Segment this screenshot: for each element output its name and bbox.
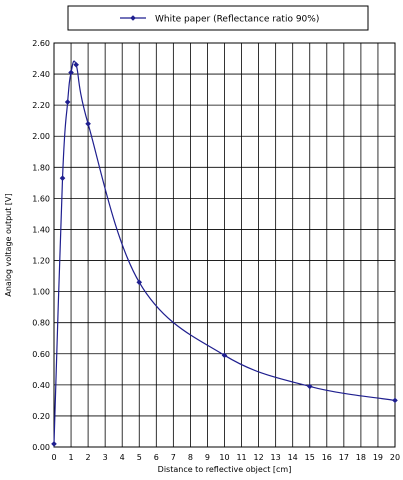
- y-tick-label: 0.00: [32, 443, 50, 452]
- legend-marker: [130, 15, 136, 21]
- x-tick-label: 9: [205, 453, 210, 462]
- legend: White paper (Reflectance ratio 90%): [67, 5, 369, 31]
- x-tick-label: 7: [171, 453, 176, 462]
- data-point: [221, 352, 228, 359]
- data-point: [392, 397, 398, 404]
- data-point: [51, 441, 57, 447]
- x-tick-label: 0: [51, 453, 56, 462]
- y-tick-label: 1.00: [32, 288, 50, 297]
- y-tick-labels: 0.00 0.20 0.40 0.60 0.80 1.00 1.20 1.40 1.60 1.80…: [32, 39, 50, 452]
- series-layer: [51, 60, 398, 447]
- x-tick-label: 14: [288, 453, 298, 462]
- x-tick-label: 4: [120, 453, 125, 462]
- x-tick-label: 19: [373, 453, 383, 462]
- data-point: [136, 279, 143, 286]
- x-tick-label: 1: [69, 453, 74, 462]
- x-tick-label: 12: [254, 453, 264, 462]
- y-axis-label: Analog voltage output [V]: [4, 193, 13, 296]
- x-tick-labels: 0 1 2 3 4 5 6 7 8 9 10 11 12 13 14 15 16 17 18 19 20: [51, 453, 400, 462]
- y-tick-label: 1.40: [32, 225, 50, 234]
- y-tick-label: 0.20: [32, 412, 50, 421]
- y-tick-label: 2.40: [32, 70, 50, 79]
- plot-frame: [53, 42, 396, 448]
- x-tick-label: 11: [236, 453, 246, 462]
- legend-box: [67, 5, 369, 31]
- y-tick-label: 1.60: [32, 194, 50, 203]
- x-tick-label: 5: [137, 453, 142, 462]
- grid: [53, 42, 396, 448]
- data-point: [306, 383, 313, 390]
- y-tick-label: 1.20: [32, 257, 50, 266]
- x-tick-label: 2: [86, 453, 91, 462]
- y-tick-label: 0.60: [32, 350, 50, 359]
- x-tick-label: 15: [305, 453, 315, 462]
- x-tick-label: 16: [322, 453, 332, 462]
- y-tick-label: 2.20: [32, 101, 50, 110]
- x-tick-label: 17: [339, 453, 349, 462]
- x-tick-label: 13: [271, 453, 281, 462]
- legend-label: White paper (Reflectance ratio 90%): [155, 15, 319, 25]
- x-tick-label: 6: [154, 453, 159, 462]
- x-tick-label: 20: [390, 453, 400, 462]
- y-tick-label: 0.40: [32, 381, 50, 390]
- x-tick-label: 10: [219, 453, 229, 462]
- data-point: [85, 121, 91, 127]
- data-point: [64, 99, 71, 105]
- y-tick-label: 2.60: [32, 39, 50, 48]
- x-tick-label: 18: [356, 453, 366, 462]
- y-tick-label: 0.80: [32, 319, 50, 328]
- y-tick-label: 1.80: [32, 163, 50, 172]
- x-tick-label: 8: [188, 453, 193, 462]
- data-point: [59, 175, 66, 181]
- data-point: [73, 61, 79, 68]
- x-axis-label: Distance to reflective object [cm]: [158, 465, 292, 474]
- data-point: [68, 69, 74, 76]
- x-tick-label: 3: [103, 453, 108, 462]
- y-tick-label: 2.00: [32, 132, 50, 141]
